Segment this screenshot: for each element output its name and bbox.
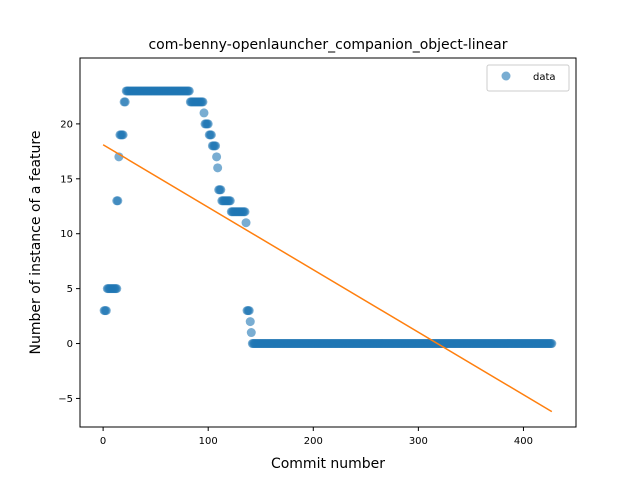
chart-title: com-benny-openlauncher_companion_object-…: [148, 37, 507, 53]
data-point: [547, 339, 557, 349]
legend-marker-data: [501, 71, 511, 81]
axes-frame: [79, 57, 577, 428]
data-point: [246, 328, 256, 338]
data-point: [112, 284, 122, 294]
y-axis-title: Number of instance of a feature: [28, 131, 44, 355]
data-point: [199, 108, 209, 118]
data-point: [203, 119, 213, 129]
data-point: [113, 196, 123, 206]
y-tick-label: 15: [60, 174, 73, 185]
fit-line: [102, 144, 553, 413]
data-point: [211, 141, 221, 151]
data-point: [225, 196, 235, 206]
x-tick-label: 300: [409, 436, 428, 447]
data-point: [114, 152, 124, 162]
y-tick-label: 20: [60, 119, 73, 130]
data-point: [101, 306, 111, 316]
data-point: [206, 130, 216, 140]
legend-box: [486, 64, 570, 92]
x-axis-title: Commit number: [271, 456, 385, 472]
data-point: [240, 207, 250, 217]
y-tick-label: 0: [67, 339, 73, 350]
data-point: [245, 317, 255, 327]
y-axis: −5 0 5 10 15 20: [58, 119, 80, 405]
y-tick-label: 10: [60, 229, 73, 240]
x-axis: 0 100 200 300 400: [100, 427, 533, 447]
data-point: [198, 97, 208, 107]
legend: data: [486, 64, 570, 92]
data-point: [216, 185, 226, 195]
data-point: [213, 163, 223, 173]
data-point: [184, 86, 194, 96]
data-point: [241, 218, 251, 228]
data-point: [120, 97, 130, 107]
y-tick-label: 5: [67, 284, 73, 295]
legend-label-data: data: [533, 72, 556, 83]
y-tick-label: −5: [58, 394, 73, 405]
x-tick-label: 400: [514, 436, 533, 447]
x-tick-label: 100: [199, 436, 218, 447]
data-point: [212, 152, 222, 162]
plot-area: [99, 86, 557, 413]
x-tick-label: 0: [100, 436, 106, 447]
data-point: [244, 306, 254, 316]
data-point: [118, 130, 128, 140]
x-tick-label: 200: [304, 436, 323, 447]
